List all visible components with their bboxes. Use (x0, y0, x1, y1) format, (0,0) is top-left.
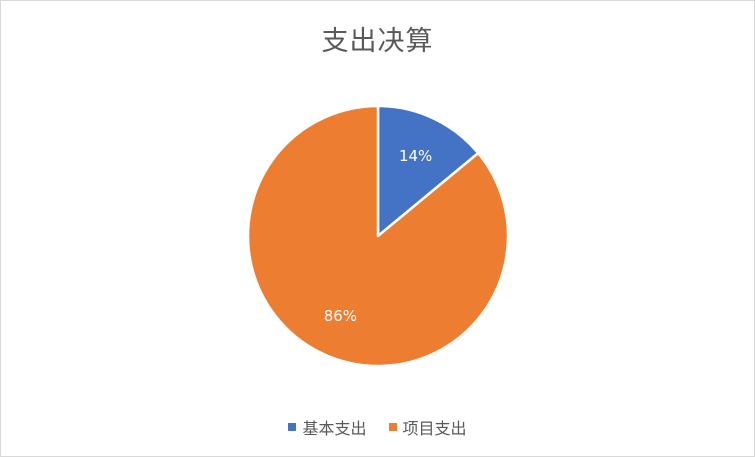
legend-item-project: 项目支出 (388, 415, 467, 439)
legend-swatch-project (388, 423, 397, 431)
slice-basic (376, 104, 480, 238)
legend-label-basic: 基本支出 (302, 419, 367, 438)
slice-project (246, 104, 510, 368)
chart-title: 支出决算 (321, 26, 434, 57)
legend-item-basic: 基本支出 (288, 415, 367, 439)
data-label-basic: 14% (399, 147, 432, 165)
legend: 基本支出 项目支出 (1, 415, 754, 439)
data-label-project: 86% (324, 307, 357, 325)
legend-label-project: 项目支出 (402, 419, 467, 438)
pie-data-labels: 14% 86% (324, 147, 433, 325)
legend-swatch-basic (288, 423, 297, 431)
pie-slices (246, 104, 510, 368)
